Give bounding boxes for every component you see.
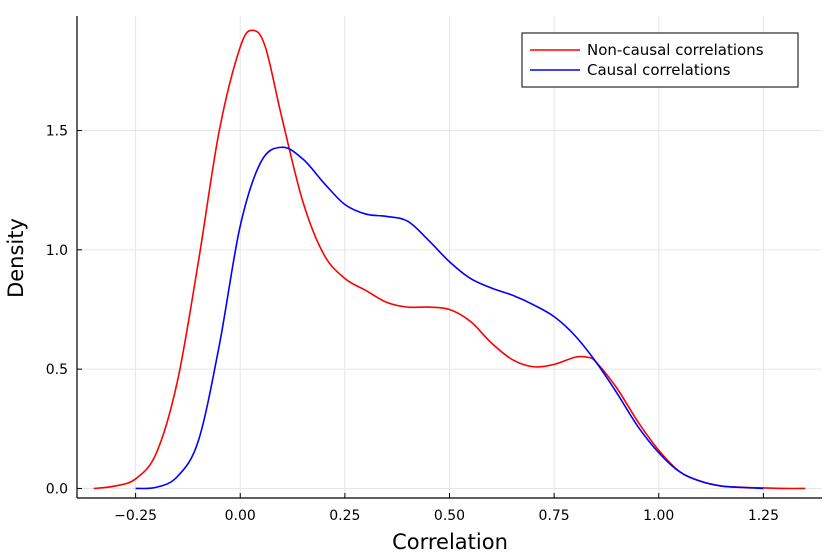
x-tick-label: 0.00 bbox=[225, 508, 256, 524]
y-tick-label: 0.5 bbox=[46, 362, 68, 378]
y-axis-title: Density bbox=[4, 218, 28, 298]
y-tick-label: 1.0 bbox=[46, 243, 68, 259]
x-tick-label: 0.75 bbox=[539, 508, 570, 524]
legend-label-causal: Causal correlations bbox=[587, 61, 731, 79]
legend-label-non-causal: Non-causal correlations bbox=[587, 41, 764, 59]
tick-labels: −0.25 0.00 0.25 0.50 0.75 1.00 1.25 0.0 0.5 1.0 1.… bbox=[46, 124, 779, 524]
x-axis-title: Correlation bbox=[392, 530, 508, 554]
legend: Non-causal correlations Causal correlati… bbox=[521, 32, 799, 88]
x-tick-label: 1.25 bbox=[748, 508, 779, 524]
series-lines bbox=[93, 29, 806, 490]
grid bbox=[77, 16, 822, 498]
x-tick-label: 0.25 bbox=[329, 508, 360, 524]
series-line-causal bbox=[135, 146, 764, 490]
x-tick-label: 0.50 bbox=[434, 508, 465, 524]
axes bbox=[76, 16, 822, 499]
x-tick-label: −0.25 bbox=[114, 508, 157, 524]
y-tick-label: 1.5 bbox=[46, 124, 68, 140]
y-tick-label: 0.0 bbox=[46, 481, 68, 497]
legend-box bbox=[521, 32, 799, 88]
x-tick-label: 1.00 bbox=[643, 508, 674, 524]
